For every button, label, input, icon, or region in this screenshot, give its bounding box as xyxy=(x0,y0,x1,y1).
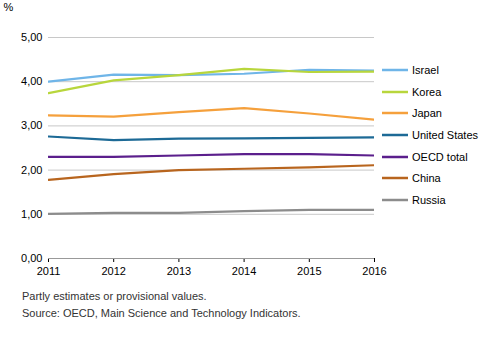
svg-text:2015: 2015 xyxy=(297,265,321,277)
svg-text:5,00: 5,00 xyxy=(21,31,42,43)
svg-text:2014: 2014 xyxy=(232,265,256,277)
svg-text:2016: 2016 xyxy=(362,265,386,277)
svg-text:3,00: 3,00 xyxy=(21,119,42,131)
html-text:Japan: Japan xyxy=(412,107,442,120)
html-text:Israel: Israel xyxy=(412,63,439,76)
html-text:Korea: Korea xyxy=(412,85,442,98)
svg-text:4,00: 4,00 xyxy=(21,75,42,87)
svg-text:%: % xyxy=(4,1,14,13)
svg-text:2012: 2012 xyxy=(101,265,125,277)
svg-text:0,00: 0,00 xyxy=(21,252,42,264)
svg-text:2,00: 2,00 xyxy=(21,164,42,176)
html-text:OECD total: OECD total xyxy=(412,150,468,163)
html-text:Source: OECD, Main Science and: Source: OECD, Main Science and Technolog… xyxy=(22,307,301,319)
svg-text:2013: 2013 xyxy=(167,265,191,277)
html-text:Russia: Russia xyxy=(412,194,446,206)
svg-text:2011: 2011 xyxy=(37,265,61,277)
html-text:China: China xyxy=(412,172,441,185)
svg-text:1,00: 1,00 xyxy=(21,208,42,220)
html-text:Partly estimates or provisiona: Partly estimates or provisional values. xyxy=(22,290,207,302)
html-text:United States: United States xyxy=(412,128,478,141)
